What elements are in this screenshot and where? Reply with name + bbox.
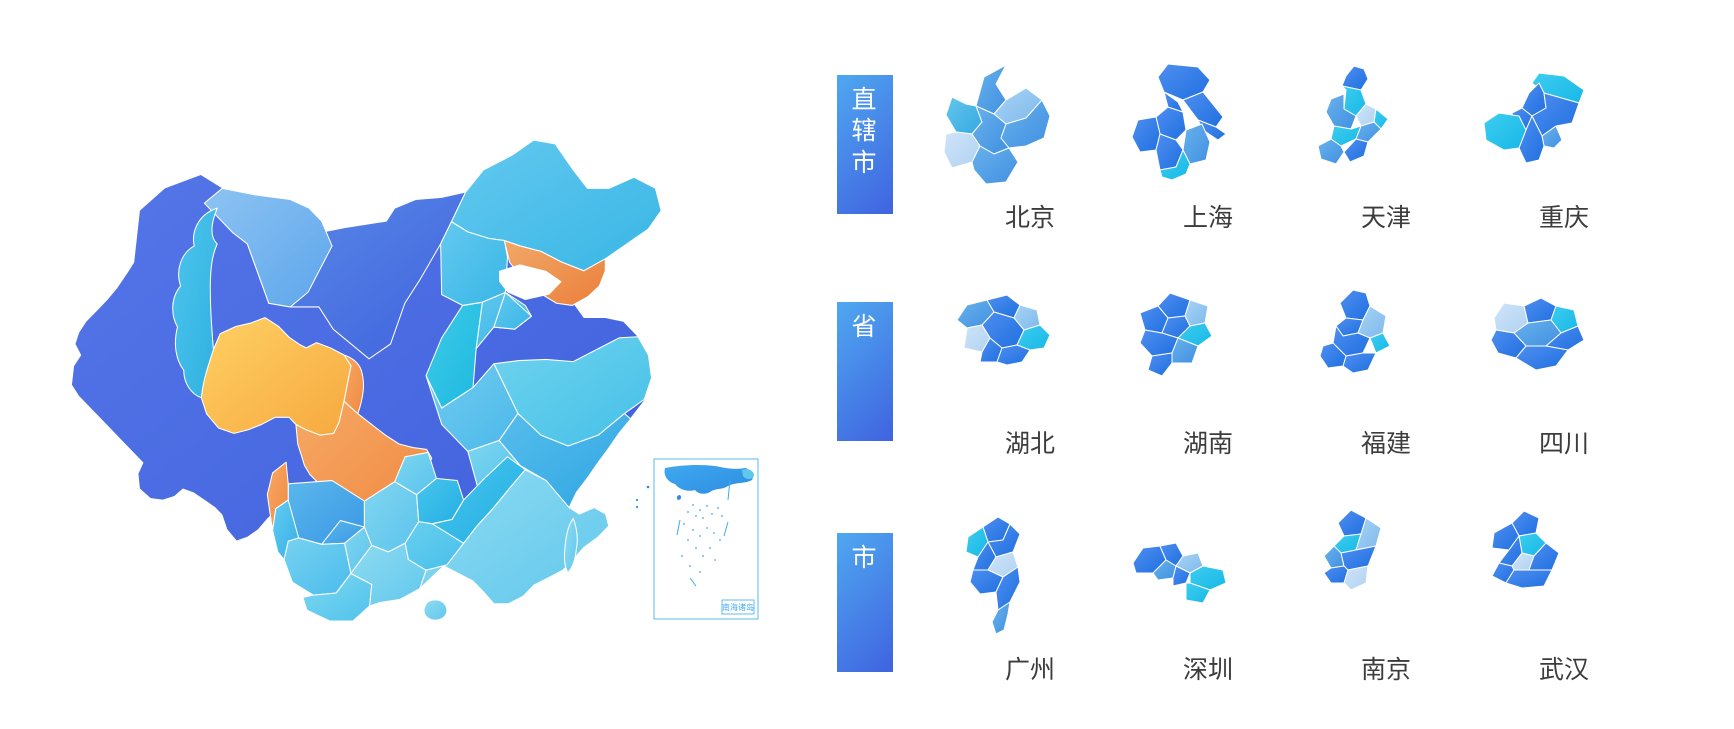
svg-text:南海诸岛: 南海诸岛 [722, 602, 754, 612]
